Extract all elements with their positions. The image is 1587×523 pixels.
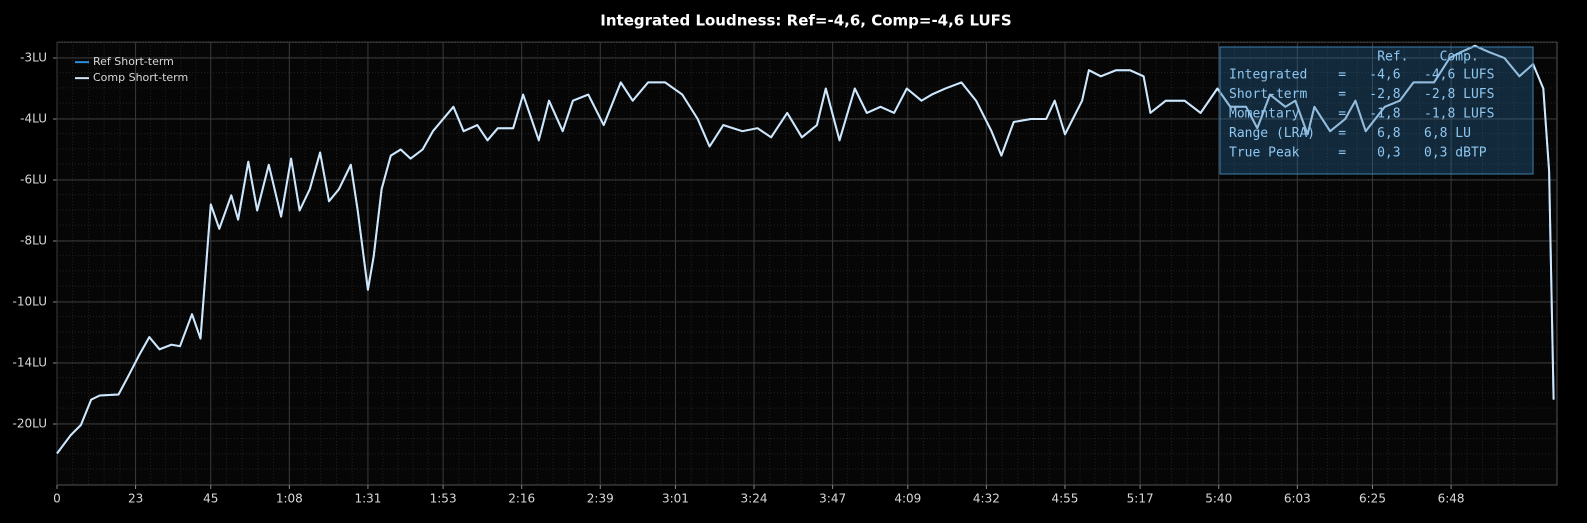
stats-ref: -2,8 xyxy=(1369,87,1400,102)
y-tick-label: -20LU xyxy=(13,417,47,431)
x-tick-label: 3:24 xyxy=(741,492,768,506)
stats-header: Comp. xyxy=(1440,50,1479,65)
series-line xyxy=(56,44,1555,455)
x-tick-label: 5:40 xyxy=(1205,492,1232,506)
x-tick-label: 6:25 xyxy=(1359,492,1386,506)
stats-separator: = xyxy=(1338,146,1346,161)
x-tick-label: 4:09 xyxy=(894,492,921,506)
x-tick-label: 23 xyxy=(128,492,143,506)
x-tick-label: 0 xyxy=(53,492,61,506)
x-tick-label: 6:03 xyxy=(1284,492,1311,506)
stats-comp: 6,8 LU xyxy=(1424,126,1471,141)
x-tick-label: 4:32 xyxy=(973,492,1000,506)
stats-comp: -2,8 LUFS xyxy=(1424,87,1494,102)
stats-comp: -4,6 LUFS xyxy=(1424,68,1494,83)
stats-separator: = xyxy=(1338,107,1346,122)
plot-area xyxy=(56,41,1558,486)
x-tick-label: 5:17 xyxy=(1127,492,1154,506)
x-tick-label: 4:55 xyxy=(1051,492,1078,506)
y-tick-label: -3LU xyxy=(20,51,47,65)
stats-ref: -1,8 xyxy=(1369,107,1400,122)
x-tick-label: 2:16 xyxy=(508,492,535,506)
stats-ref: 0,3 xyxy=(1377,146,1400,161)
x-tick-label: 6:48 xyxy=(1438,492,1465,506)
y-tick-label: -4LU xyxy=(20,112,47,126)
stats-separator: = xyxy=(1338,126,1346,141)
stats-label: Range (LRA) xyxy=(1229,126,1315,141)
chart-title: Integrated Loudness: Ref=-4,6, Comp=-4,6… xyxy=(600,12,1011,30)
x-tick-label: 2:39 xyxy=(587,492,614,506)
stats-label: True Peak xyxy=(1229,146,1300,161)
stats-label: Momentary xyxy=(1229,107,1300,122)
stats-ref: 6,8 xyxy=(1377,126,1400,141)
stats-ref: -4,6 xyxy=(1369,68,1400,83)
stats-separator: = xyxy=(1338,87,1346,102)
stats-label: Short-term xyxy=(1229,87,1307,102)
stats-label: Integrated xyxy=(1229,68,1307,83)
x-tick-label: 1:08 xyxy=(276,492,303,506)
legend-label: Comp Short-term xyxy=(93,71,188,84)
x-tick-label: 1:31 xyxy=(354,492,381,506)
y-tick-label: -6LU xyxy=(20,173,47,187)
stats-header: Ref. xyxy=(1377,50,1408,65)
stats-comp: -1,8 LUFS xyxy=(1424,107,1494,122)
stats-comp: 0,3 dBTP xyxy=(1424,146,1487,161)
y-tick-label: -14LU xyxy=(13,356,47,370)
y-tick-label: -10LU xyxy=(13,295,47,309)
x-tick-label: 45 xyxy=(203,492,218,506)
x-tick-label: 3:47 xyxy=(819,492,846,506)
x-tick-label: 3:01 xyxy=(662,492,689,506)
legend-label: Ref Short-term xyxy=(93,55,174,68)
stats-separator: = xyxy=(1338,68,1346,83)
y-tick-label: -8LU xyxy=(20,234,47,248)
stats-box xyxy=(1219,46,1534,175)
x-tick-label: 1:53 xyxy=(430,492,457,506)
